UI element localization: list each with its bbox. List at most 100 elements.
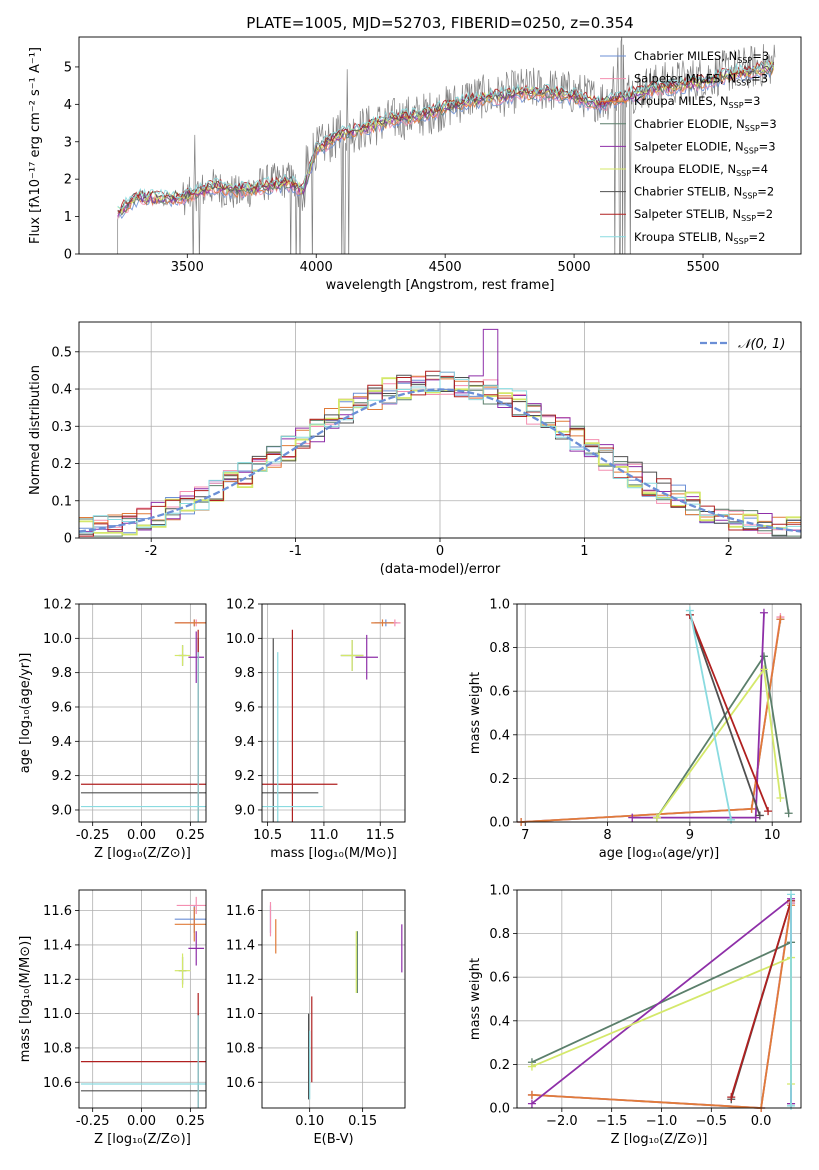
y-tick-label: 0: [64, 248, 72, 263]
y-axis-label: Flux [fλ10⁻¹⁷ erg cm⁻² s⁻¹ A⁻¹]: [28, 47, 43, 244]
y-tick-label: 4: [64, 98, 72, 113]
axes-frame: [261, 889, 406, 1109]
legend-subscript: SSP: [729, 101, 744, 110]
y-tick-label: 0.5: [51, 345, 72, 360]
y-tick-label: 10.2: [43, 598, 72, 613]
x-tick-label: 0.25: [176, 1114, 205, 1129]
weight-line: [521, 619, 782, 823]
y-tick-label: 11.0: [226, 1007, 255, 1022]
weight-vs-age-panel: 7 8 9 10 0.0 0.2 0.4 0.6 0.8 1.0 age [log₁₀(age/yr…: [468, 598, 802, 861]
y-tick-label: 9.8: [51, 666, 72, 681]
y-tick-label: 0.8: [489, 927, 510, 942]
x-axis-label: age [log₁₀(age/yr)]: [599, 846, 720, 861]
y-axis-label: mass weight: [468, 958, 483, 1040]
y-tick-label: 9.2: [234, 769, 255, 784]
data-point: [174, 619, 206, 627]
y-tick-label: 0.4: [51, 383, 72, 398]
legend-label: Salpeter MILES, NSSP=3: [634, 72, 768, 88]
y-tick-label: 11.2: [43, 973, 72, 988]
model-spectrum-line: [117, 60, 775, 213]
y-tick-label: 11.2: [226, 973, 255, 988]
data-point: [188, 631, 205, 683]
weight-marker: [652, 813, 661, 822]
legend-value: =2: [749, 230, 766, 244]
data-point: [174, 907, 206, 942]
legend-label: Kroupa MILES, NSSP=3: [634, 94, 760, 110]
weight-marker: [776, 794, 785, 803]
y-tick-label: 9.4: [51, 735, 72, 750]
weight-marker: [727, 1093, 736, 1102]
data-point: [340, 640, 364, 671]
weight-marker: [628, 813, 637, 822]
axes-frame: [78, 36, 802, 255]
histogram-step-line: [79, 371, 801, 534]
y-tick-label: 10.6: [226, 1076, 255, 1091]
y-tick-label: 11.4: [43, 938, 72, 953]
weight-line: [730, 900, 792, 1098]
data-point: [80, 1015, 206, 1108]
x-tick-label: 4500: [429, 260, 462, 275]
y-tick-label: 0.2: [489, 1058, 510, 1073]
spectrum-plot-area: [117, 37, 776, 254]
age-vs-mass-panel: 10.5 11.0 11.5 9.0 9.2 9.4 9.6 9.8 10.0 10.2 mass …: [226, 598, 406, 861]
y-tick-label: 11.4: [226, 938, 255, 953]
legend-subscript: SSP: [744, 146, 759, 155]
model-spectrum-line: [117, 58, 774, 209]
legend-label: Chabrier MILES, NSSP=3: [634, 49, 769, 65]
x-axis-label: (data-model)/error: [380, 562, 501, 577]
data-point: [176, 896, 206, 915]
x-tick-label: 9: [686, 828, 694, 843]
y-tick-label: 10.2: [226, 598, 255, 613]
x-tick-label: 3500: [171, 260, 204, 275]
spectrum-legend: Chabrier MILES, NSSP=3 Salpeter MILES, NS…: [600, 49, 777, 246]
weight-marker: [755, 811, 764, 820]
x-tick-label: 5000: [558, 260, 591, 275]
legend-value: =3: [760, 117, 777, 131]
legend-subscript: SSP: [737, 56, 752, 65]
weight-line: [689, 614, 761, 816]
y-tick-label: 10.0: [226, 632, 255, 647]
y-tick-label: 9.0: [51, 803, 72, 818]
legend-value: =3: [759, 139, 776, 153]
y-tick-label: 3: [64, 135, 72, 150]
legend-value: =3: [751, 72, 768, 86]
y-axis-label: mass weight: [468, 672, 483, 754]
y-tick-label: 1: [64, 210, 72, 225]
y-tick-label: 9.6: [51, 700, 72, 715]
residual-panel: -2 -1 0 1 2 0 0.1 0.2 0.3 0.4 0.5 (data-model)/erro…: [28, 321, 802, 577]
x-tick-label: 0.10: [295, 1114, 324, 1129]
axes-frame: [516, 603, 802, 823]
axes-frame: [78, 321, 802, 539]
x-tick-label: 10: [764, 828, 781, 843]
x-tick-label: −2.0: [546, 1114, 578, 1129]
legend-label: Chabrier STELIB, NSSP=2: [634, 185, 774, 201]
weight-line: [521, 619, 782, 823]
x-tick-label: −1.5: [596, 1114, 628, 1129]
y-tick-label: 0.2: [489, 772, 510, 787]
normal-reference-curve: [79, 388, 801, 533]
legend-subscript: SSP: [736, 169, 751, 178]
x-tick-label: 11.5: [366, 828, 395, 843]
x-tick-label: 0: [436, 544, 444, 559]
legend-subscript: SSP: [745, 124, 760, 133]
legend-value: =3: [752, 49, 769, 63]
y-tick-label: 0.2: [51, 457, 72, 472]
age-vs-Z-panel: -0.25 0.00 0.25 9.0 9.2 9.4 9.6 9.8 10.0 10.2 Z [l…: [18, 598, 207, 861]
y-axis-label: age [log₁₀(age/yr)]: [18, 653, 33, 774]
histogram-plot-area: [79, 328, 801, 537]
x-tick-label: 5500: [686, 260, 719, 275]
y-tick-label: 0.0: [489, 1102, 510, 1117]
x-tick-label: -2: [145, 544, 158, 559]
x-tick-label: −0.5: [696, 1114, 728, 1129]
data-point: [188, 931, 205, 966]
mass-vs-ebv-panel: 0.10 0.15 10.6 10.8 11.0 11.2 11.4 11.6 E(B-V): [226, 889, 406, 1147]
legend-subscript: SSP: [742, 192, 757, 201]
data-point: [262, 652, 323, 822]
y-tick-label: 10.8: [226, 1041, 255, 1056]
mass-vs-Z-panel: -0.25 0.00 0.25 10.6 10.8 11.0 11.2 11.4 11.6 Z […: [18, 889, 207, 1147]
model-spectrum-line: [117, 60, 775, 215]
spectrum-panel: 3500 4000 4500 5000 5500 0 1 2 3 4 5 wavelength [An…: [28, 36, 802, 293]
weight-line: [689, 614, 769, 812]
legend-value: =2: [756, 207, 773, 221]
